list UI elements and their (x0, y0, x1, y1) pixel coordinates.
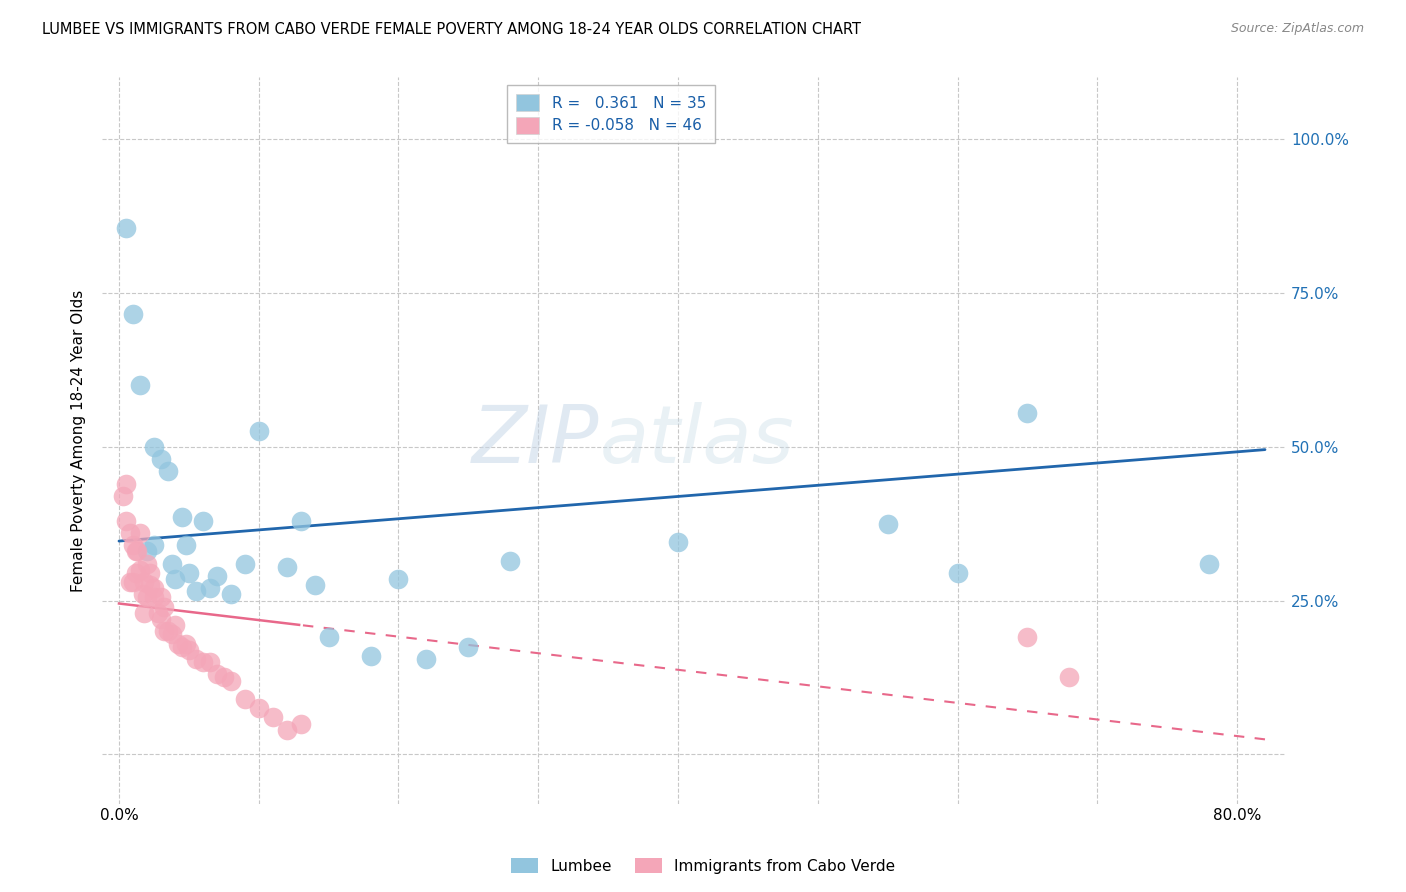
Point (115, 221, 138, 235)
Point (115, 476, 138, 491)
Point (120, 575, 142, 590)
Point (191, 514, 214, 528)
Point (177, 566, 200, 580)
Point (134, 575, 156, 590)
Point (115, 514, 138, 528)
Point (247, 701, 270, 715)
Point (946, 566, 969, 580)
Point (146, 606, 169, 620)
Point (122, 307, 145, 321)
Point (212, 670, 235, 684)
Point (304, 578, 326, 592)
Point (122, 538, 145, 552)
Point (233, 557, 256, 571)
Point (219, 673, 242, 688)
Point (290, 514, 312, 528)
Point (142, 591, 165, 605)
Point (163, 572, 186, 586)
Point (318, 631, 340, 645)
Point (160, 627, 183, 641)
Point (170, 510, 193, 524)
Point (156, 464, 179, 478)
Point (142, 581, 165, 595)
Point (205, 569, 228, 583)
Point (136, 544, 159, 558)
Point (276, 559, 298, 574)
Point (198, 581, 221, 595)
Point (184, 652, 207, 666)
Point (415, 652, 437, 666)
Point (1059, 670, 1081, 684)
Point (136, 557, 159, 571)
Legend: Lumbee, Immigrants from Cabo Verde: Lumbee, Immigrants from Cabo Verde (505, 852, 901, 880)
Point (138, 578, 160, 592)
Point (233, 692, 256, 706)
Text: atlas: atlas (599, 401, 794, 480)
Legend: R =   0.361   N = 35, R = -0.058   N = 46: R = 0.361 N = 35, R = -0.058 N = 46 (508, 85, 716, 143)
Point (174, 637, 197, 651)
Point (156, 624, 179, 639)
Point (149, 452, 172, 467)
Point (387, 572, 409, 586)
Point (138, 566, 160, 580)
Point (129, 563, 152, 577)
Point (129, 378, 152, 392)
Point (125, 544, 148, 558)
Point (174, 538, 197, 552)
Point (152, 624, 174, 639)
Point (129, 525, 152, 540)
Point (160, 557, 183, 571)
Point (205, 667, 228, 681)
Point (219, 587, 242, 601)
Point (1017, 406, 1039, 420)
Point (149, 591, 172, 605)
Point (163, 618, 186, 632)
Point (276, 723, 298, 737)
Text: LUMBEE VS IMMIGRANTS FROM CABO VERDE FEMALE POVERTY AMONG 18-24 YEAR OLDS CORREL: LUMBEE VS IMMIGRANTS FROM CABO VERDE FEM… (42, 22, 862, 37)
Point (112, 489, 135, 503)
Point (149, 612, 172, 626)
Point (122, 575, 145, 590)
Point (170, 640, 193, 654)
Point (247, 425, 270, 439)
Point (457, 640, 479, 654)
Point (290, 716, 312, 731)
Point (142, 538, 165, 552)
Point (262, 710, 284, 724)
Point (142, 440, 165, 454)
Point (177, 642, 200, 657)
Point (166, 637, 188, 651)
Point (499, 553, 522, 567)
Point (666, 535, 689, 549)
Point (152, 599, 174, 614)
Point (191, 655, 214, 669)
Point (127, 544, 149, 558)
Y-axis label: Female Poverty Among 18-24 Year Olds: Female Poverty Among 18-24 Year Olds (72, 289, 86, 591)
Point (360, 648, 382, 663)
Point (876, 516, 898, 531)
Point (198, 655, 221, 669)
Point (125, 566, 148, 580)
Point (120, 525, 142, 540)
Point (134, 606, 156, 620)
Point (184, 584, 207, 599)
Text: Source: ZipAtlas.com: Source: ZipAtlas.com (1230, 22, 1364, 36)
Text: ZIP: ZIP (472, 401, 599, 480)
Point (1198, 557, 1220, 571)
Point (1017, 631, 1039, 645)
Point (136, 591, 159, 605)
Point (132, 587, 155, 601)
